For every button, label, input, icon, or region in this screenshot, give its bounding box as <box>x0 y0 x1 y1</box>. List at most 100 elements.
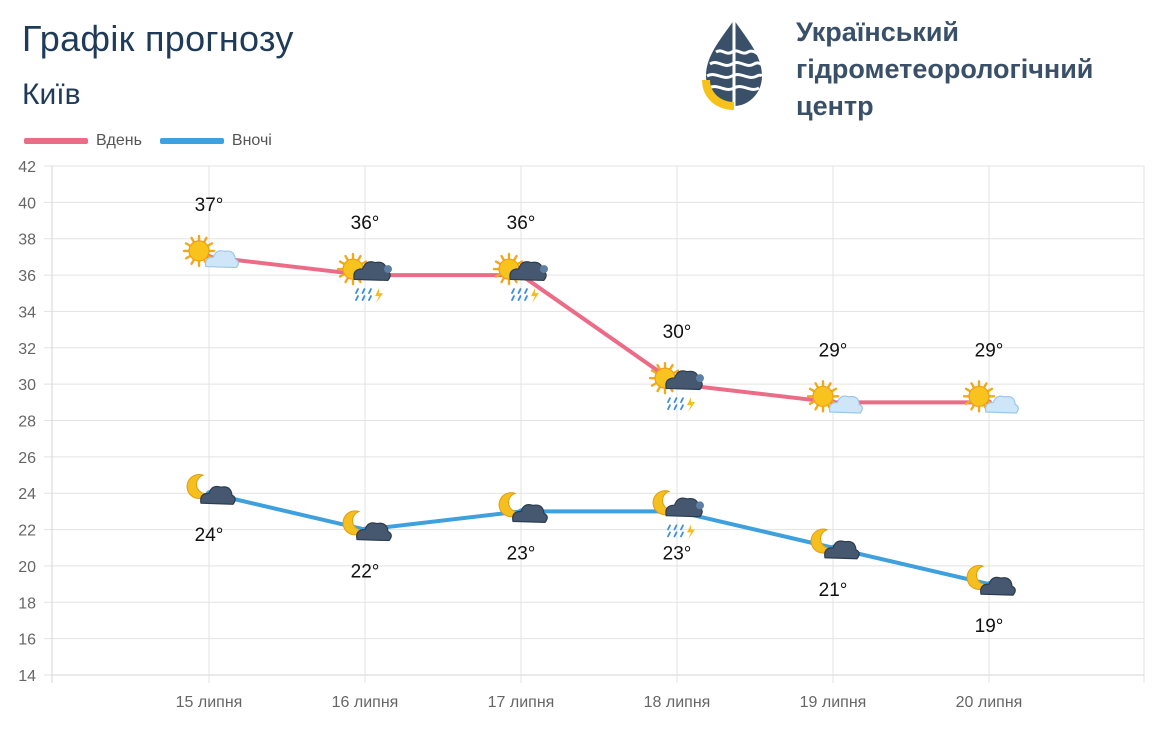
cloud-shape <box>824 540 860 560</box>
cloud-shape <box>828 395 863 414</box>
x-tick-label: 17 липня <box>488 694 555 711</box>
y-tick-label: 40 <box>18 195 36 212</box>
sun-ray <box>650 369 658 375</box>
y-tick-label: 32 <box>18 341 36 358</box>
cloud-shape <box>200 485 236 505</box>
rain-drop <box>524 295 528 301</box>
night-temp-label: 22° <box>351 562 380 583</box>
lightning-bolt <box>531 288 539 304</box>
page-title: Графік прогнозу <box>22 18 294 59</box>
legend-label-day: Вдень <box>96 132 142 149</box>
sun-ray <box>494 272 502 278</box>
sun-ray <box>656 385 662 393</box>
night-temp-label: 21° <box>819 580 848 601</box>
rain-drop <box>680 397 684 404</box>
sun-cloud-icon <box>962 380 1019 414</box>
rain-drop <box>517 295 522 301</box>
rain-drop <box>511 295 515 301</box>
sun-ray <box>344 276 350 284</box>
lightning-bolt <box>375 288 383 304</box>
sun-ray <box>184 254 192 260</box>
night-temp-label: 24° <box>195 525 224 546</box>
night-temp-label: 19° <box>975 616 1004 637</box>
rain-drop <box>361 295 366 301</box>
y-tick-label: 22 <box>18 523 36 540</box>
sun-ray <box>814 403 820 411</box>
sun-ray <box>964 387 972 393</box>
sun-ray <box>830 387 838 393</box>
org-logo: Український гідрометеорологічний центр <box>700 14 1140 121</box>
sun-thunderstorm-rain-icon <box>336 252 392 304</box>
cloud-shape <box>980 576 1016 596</box>
sun-ray <box>184 242 192 248</box>
rain-drop <box>361 288 366 294</box>
y-tick-label: 16 <box>18 632 36 649</box>
forecast-chart: 37° 36° 36° 30° 29° 29° 24° 22° 23° 23° 21° 19° 14 1… <box>18 159 1145 711</box>
small-cloud-puff <box>540 265 548 274</box>
day-temp-label: 30° <box>663 322 692 343</box>
sun-ray <box>650 381 658 387</box>
y-tick-label: 18 <box>18 595 36 612</box>
small-cloud-puff <box>696 374 704 383</box>
y-tick-label: 36 <box>18 268 36 285</box>
sun-ray <box>190 236 196 244</box>
rain-drop <box>673 524 678 531</box>
legend-swatch-night <box>159 138 224 144</box>
sun-ray <box>500 254 506 262</box>
day-temp-label: 37° <box>195 195 224 216</box>
legend-item-day[interactable]: Вдень <box>24 132 142 150</box>
y-tick-label: 14 <box>18 668 36 685</box>
org-name-line: гідрометеорологічний <box>796 54 1094 84</box>
cloud-shape <box>204 250 239 269</box>
moon-cloud-icon <box>498 492 548 524</box>
y-tick-label: 28 <box>18 414 36 431</box>
day-temp-label: 29° <box>975 340 1004 361</box>
y-tick-label: 24 <box>18 486 36 503</box>
sun-ray <box>814 382 820 389</box>
cloud-shape <box>356 522 392 542</box>
sun-disc <box>968 385 990 407</box>
sun-ray <box>494 260 502 266</box>
x-tick-label: 19 липня <box>800 694 867 711</box>
sun-ray <box>982 382 988 389</box>
cloud-shape <box>984 395 1019 414</box>
sun-ray <box>516 260 524 266</box>
moon-cloud-icon <box>810 528 860 560</box>
sun-ray <box>970 403 976 411</box>
rain-drop <box>680 531 684 538</box>
drop-logo-icon <box>702 20 764 110</box>
sun-ray <box>206 242 214 248</box>
rain-drop <box>673 397 678 404</box>
sun-ray <box>338 260 346 266</box>
sun-ray <box>360 260 368 266</box>
night-temp-label: 23° <box>507 543 536 564</box>
sun-ray <box>668 363 674 371</box>
chart-legend: Вдень Вночі <box>24 130 290 152</box>
sun-disc <box>812 385 834 407</box>
sun-ray <box>986 387 994 393</box>
day-temp-label: 36° <box>351 213 380 234</box>
y-tick-label: 26 <box>18 450 36 467</box>
sun-ray <box>190 258 196 266</box>
y-tick-label: 30 <box>18 377 36 394</box>
sun-ray <box>202 236 208 244</box>
sun-ray <box>808 400 816 406</box>
sun-ray <box>656 363 662 371</box>
sun-cloud-icon <box>806 380 863 414</box>
rain-drop <box>368 288 372 294</box>
x-tick-label: 20 липня <box>956 694 1023 711</box>
sun-cloud-icon <box>182 234 239 269</box>
rain-drop <box>355 295 359 301</box>
sun-ray <box>808 387 816 393</box>
sun-ray <box>672 369 680 375</box>
legend-label-night: Вночі <box>231 132 272 149</box>
sun-ray <box>964 400 972 406</box>
rain-drop <box>680 404 684 411</box>
city-name: Київ <box>22 78 81 111</box>
org-name: Український гідрометеорологічний центр <box>796 14 1140 125</box>
moon-cloud-icon <box>966 564 1016 596</box>
legend-item-night[interactable]: Вночі <box>159 132 272 150</box>
lightning-bolt <box>687 397 695 413</box>
sun-thunderstorm-rain-icon <box>648 361 704 413</box>
lightning-bolt <box>687 524 695 540</box>
